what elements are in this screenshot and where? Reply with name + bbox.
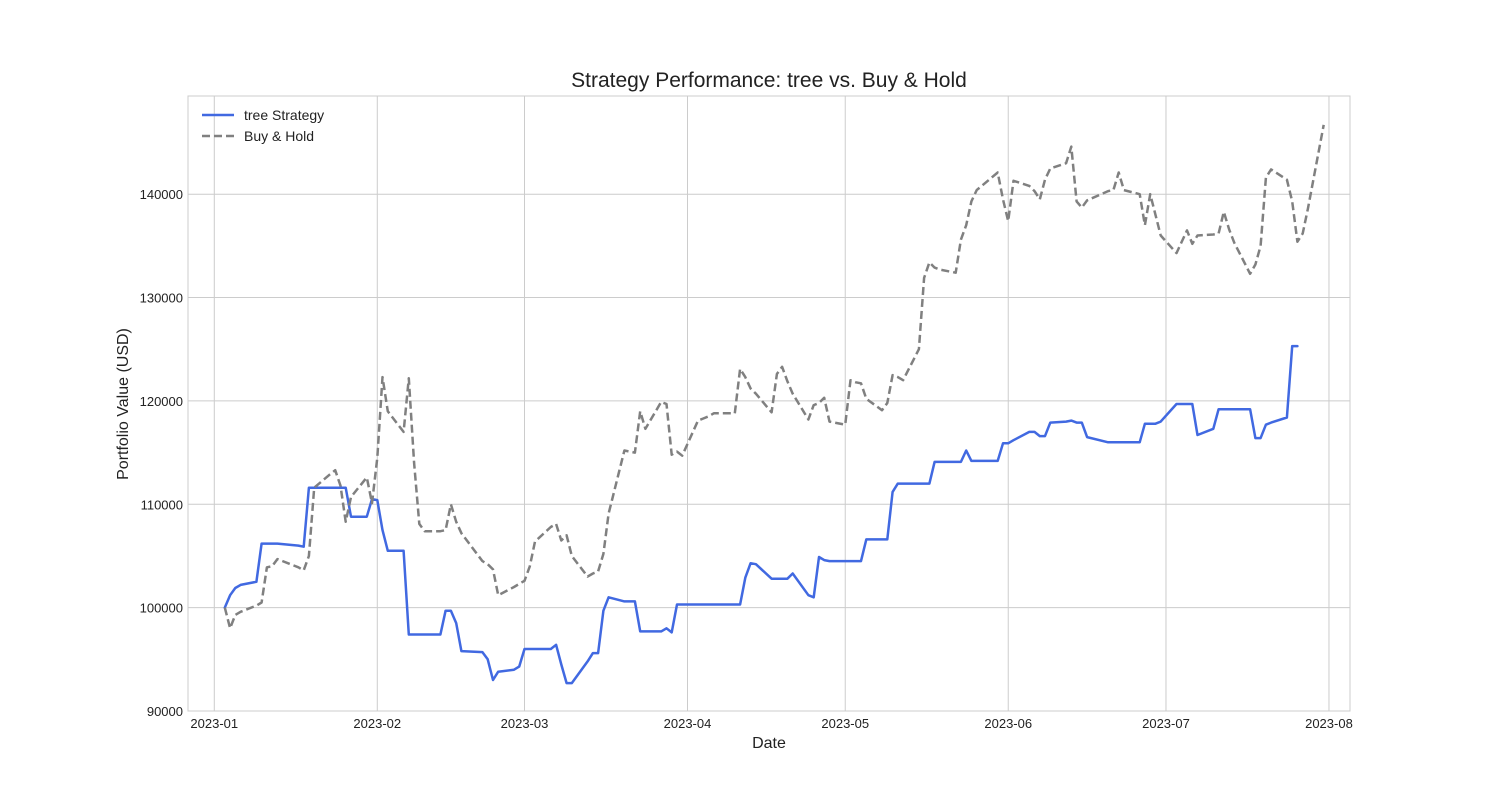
- y-tick-label: 140000: [140, 187, 183, 202]
- legend: tree Strategy Buy & Hold: [202, 107, 324, 144]
- x-tick-label: 2023-08: [1305, 716, 1353, 731]
- x-axis-label: Date: [752, 735, 786, 752]
- y-tick-label: 130000: [140, 291, 183, 306]
- x-tick-label: 2023-01: [190, 716, 238, 731]
- x-tick-label: 2023-02: [353, 716, 401, 731]
- y-tick-label: 120000: [140, 394, 183, 409]
- x-tick-label: 2023-06: [984, 716, 1032, 731]
- y-tick-label: 90000: [147, 704, 183, 719]
- series-line-tree-strategy: [223, 344, 1299, 685]
- y-tick-label: 100000: [140, 601, 183, 616]
- y-tick-label: 110000: [141, 497, 183, 512]
- tick-labels: 2023-01 2023-02 2023-03 2023-04 2023-05 2023-…: [140, 187, 1353, 731]
- plot-frame: [187, 95, 1351, 712]
- series-line-buy-hold: [223, 124, 1325, 630]
- series-lines: [223, 124, 1325, 685]
- x-tick-label: 2023-03: [501, 716, 549, 731]
- y-axis-label: Portfolio Value (USD): [115, 328, 132, 480]
- legend-label-buy-hold: Buy & Hold: [244, 128, 314, 144]
- x-tick-label: 2023-07: [1142, 716, 1190, 731]
- legend-label-tree-strategy: tree Strategy: [244, 107, 324, 123]
- x-tick-label: 2023-04: [664, 716, 712, 731]
- x-tick-label: 2023-05: [821, 716, 869, 731]
- chart-title: Strategy Performance: tree vs. Buy & Hol…: [571, 69, 967, 92]
